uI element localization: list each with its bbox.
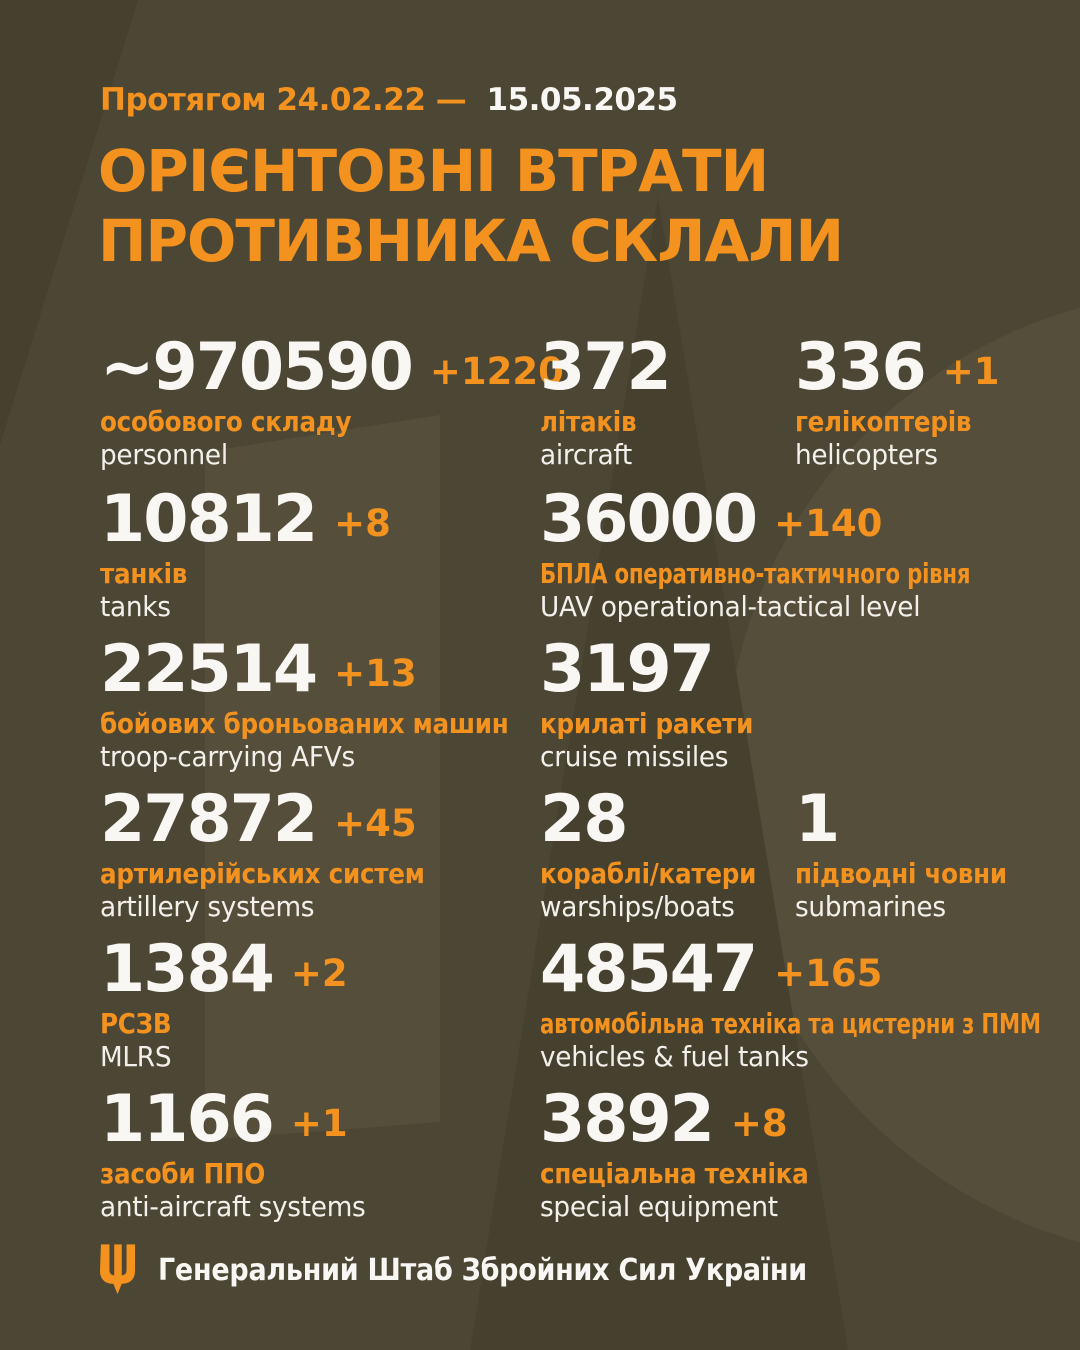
footer-source: Генеральний Штаб Збройних Сил України: [100, 1243, 879, 1297]
stat-label-uk: підводні човни: [795, 857, 1007, 890]
stat-label-uk: бойових броньованих машин: [100, 707, 509, 740]
stat-change: +13: [334, 652, 417, 695]
stat-label-en: anti-aircraft systems: [100, 1190, 366, 1223]
stat-value-row: 22514 +13: [100, 636, 564, 704]
stat-total: 22514: [100, 632, 318, 707]
stat-total: 3197: [540, 632, 715, 707]
period-prefix: Протягом 24.02.22 —: [100, 82, 467, 118]
stat-label-uk: автомобільна техніка та цистерни з ПММ: [540, 1007, 1041, 1040]
stat-change: +2: [290, 952, 348, 995]
stat-value-row: 28: [540, 786, 786, 854]
stat-aircraft: 372 літаків aircraft: [540, 334, 688, 471]
stat-change: +1: [290, 1102, 348, 1145]
stat-label-en: submarines: [795, 890, 946, 923]
stat-value-row: 48547 +165: [540, 936, 1080, 1004]
stat-label-uk: гелікоптерів: [795, 405, 972, 438]
stat-label-en: tanks: [100, 590, 171, 623]
stat-vehicles-fuel-tanks: 48547 +165 автомобільна техніка та цисте…: [540, 936, 1080, 1073]
stat-label-uk: РСЗВ: [100, 1007, 172, 1040]
stat-personnel: ~970590 +1220 особового складу personnel: [100, 334, 564, 471]
page-title-line1: ОРІЄНТОВНІ ВТРАТИ: [98, 137, 769, 205]
stat-label-en: cruise missiles: [540, 740, 729, 773]
stat-label-en: special equipment: [540, 1190, 778, 1223]
stat-value-row: ~970590 +1220: [100, 334, 564, 402]
stat-helicopters: 336 +1 гелікоптерів helicopters: [795, 334, 999, 471]
stat-total: ~970590: [100, 330, 414, 405]
stat-total: 28: [540, 782, 628, 857]
stat-label-en: aircraft: [540, 438, 632, 471]
stat-uav: 36000 +140 БПЛА оперативно-тактичного рі…: [540, 486, 1080, 623]
stat-total: 372: [540, 330, 672, 405]
stat-special-equipment: 3892 +8 спеціальна техніка special equip…: [540, 1086, 845, 1223]
stat-total: 1166: [100, 1082, 275, 1157]
stat-label-en: artillery systems: [100, 890, 315, 923]
stat-label-uk: літаків: [540, 405, 637, 438]
stat-change: +1220: [429, 350, 564, 393]
stat-label-uk: БПЛА оперативно-тактичного рівня: [540, 557, 971, 590]
stat-warships: 28 кораблі/катери warships/boats: [540, 786, 786, 923]
stat-artillery: 27872 +45 артилерійських систем artiller…: [100, 786, 469, 923]
stat-label-en: troop-carrying AFVs: [100, 740, 355, 773]
stat-total: 10812: [100, 482, 318, 557]
stat-value-row: 10812 +8: [100, 486, 391, 554]
stat-label-uk: спеціальна техніка: [540, 1157, 809, 1190]
stat-label-en: warships/boats: [540, 890, 735, 923]
stat-value-row: 36000 +140: [540, 486, 1080, 554]
stat-label-en: helicopters: [795, 438, 938, 471]
stat-total: 336: [795, 330, 927, 405]
stat-value-row: 372: [540, 334, 688, 402]
stat-mlrs: 1384 +2 РСЗВ MLRS: [100, 936, 348, 1073]
stat-total: 3892: [540, 1082, 715, 1157]
stat-tanks: 10812 +8 танків tanks: [100, 486, 391, 623]
stat-change: +8: [334, 502, 391, 545]
stat-submarines: 1 підводні човни submarines: [795, 786, 1036, 923]
stat-label-en: vehicles & fuel tanks: [540, 1040, 809, 1073]
stat-label-uk: засоби ППО: [100, 1157, 266, 1190]
page-title-line2: ПРОТИВНИКА СКЛАЛИ: [98, 207, 844, 275]
source-name: Генеральний Штаб Збройних Сил України: [158, 1252, 807, 1288]
stat-label-uk: танків: [100, 557, 188, 590]
trident-icon: [100, 1244, 136, 1295]
stat-value-row: 336 +1: [795, 334, 999, 402]
stat-total: 1384: [100, 932, 275, 1007]
stat-total: 36000: [540, 482, 758, 557]
period-date: 15.05.2025: [486, 82, 679, 118]
stat-value-row: 3197: [540, 636, 782, 704]
stat-cruise-missiles: 3197 крилаті ракети cruise missiles: [540, 636, 782, 773]
stat-anti-aircraft: 1166 +1 засоби ППО anti-aircraft systems: [100, 1086, 382, 1223]
stat-change: +1: [942, 350, 1000, 393]
stat-total: 1: [795, 782, 840, 857]
report-period: Протягом 24.02.22 — 15.05.2025: [100, 82, 678, 118]
stat-total: 27872: [100, 782, 318, 857]
stat-value-row: 1: [795, 786, 1036, 854]
stat-change: +45: [334, 802, 417, 845]
stat-value-row: 1166 +1: [100, 1086, 382, 1154]
page-title: ОРІЄНТОВНІ ВТРАТИ ПРОТИВНИКА СКЛАЛИ: [98, 136, 844, 276]
stat-total: 48547: [540, 932, 758, 1007]
stat-label-uk: особового складу: [100, 405, 352, 438]
stat-label-uk: артилерійських систем: [100, 857, 425, 890]
stat-change: +140: [774, 502, 883, 545]
stat-label-en: personnel: [100, 438, 228, 471]
stat-label-en: MLRS: [100, 1040, 172, 1073]
stat-label-uk: крилаті ракети: [540, 707, 754, 740]
stat-afv: 22514 +13 бойових броньованих машин troo…: [100, 636, 564, 773]
stat-label-uk: кораблі/катери: [540, 857, 757, 890]
stat-value-row: 3892 +8: [540, 1086, 845, 1154]
stat-value-row: 27872 +45: [100, 786, 469, 854]
stat-label-en: UAV operational-tactical level: [540, 590, 921, 623]
stat-value-row: 1384 +2: [100, 936, 348, 1004]
stat-change: +165: [774, 952, 883, 995]
stat-change: +8: [730, 1102, 788, 1145]
